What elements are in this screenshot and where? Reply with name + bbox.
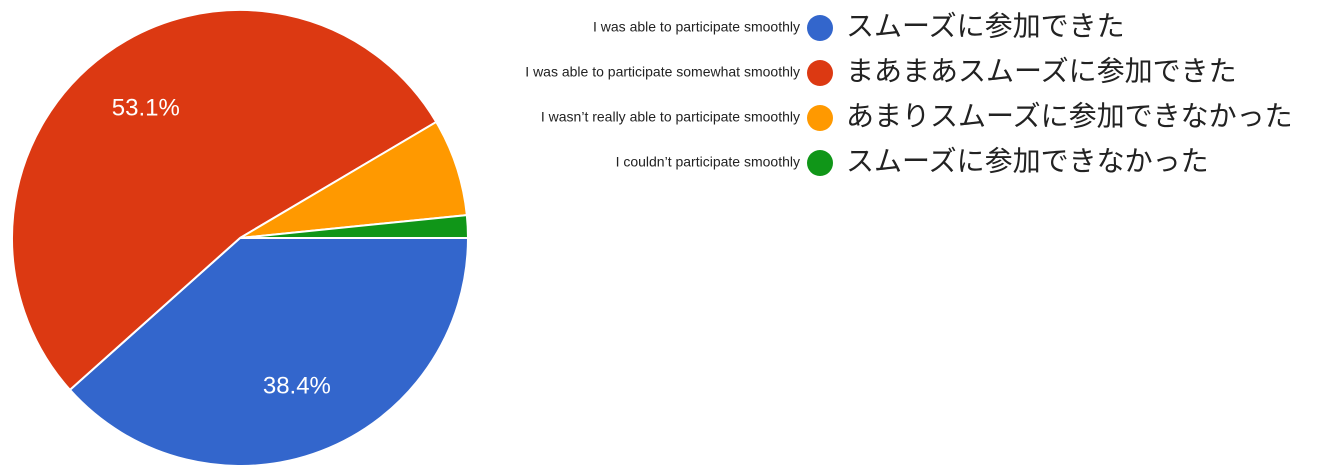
legend-swatch (807, 150, 833, 176)
legend-annotation: I wasn’t really able to participate smoo… (541, 109, 800, 125)
legend-label: あまりスムーズに参加できなかった (846, 100, 1293, 131)
legend-label: スムーズに参加できた (846, 10, 1125, 41)
slice-label: 38.4% (263, 372, 331, 399)
legend-swatch (807, 105, 833, 131)
legend-annotation: I couldn’t participate smoothly (616, 154, 800, 170)
legend-label: まあまあスムーズに参加できた (846, 55, 1237, 86)
legend-annotation: I was able to participate somewhat smoot… (525, 64, 800, 80)
legend-annotation: I was able to participate smoothly (593, 19, 800, 35)
pie-slice (11, 9, 438, 392)
legend-label: スムーズに参加できなかった (846, 145, 1209, 176)
slice-label: 53.1% (112, 95, 180, 122)
legend-swatch (807, 15, 833, 41)
legend-swatch (807, 60, 833, 86)
pie-slice (68, 237, 470, 465)
pie-slice (239, 214, 470, 239)
